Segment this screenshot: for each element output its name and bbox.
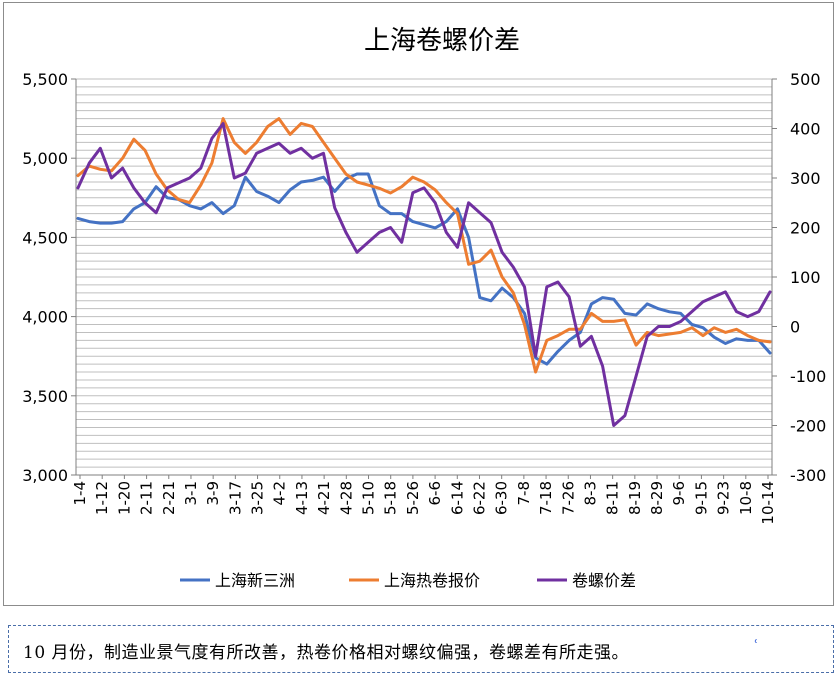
x-tick-label: 1-4	[71, 481, 89, 506]
y2-tick-label: 400	[790, 120, 821, 139]
x-tick-label: 8-29	[648, 481, 666, 515]
x-tick-label: 7-18	[537, 481, 555, 515]
x-tick-label: 10-14	[759, 481, 777, 525]
x-tick-label: 7-8	[515, 481, 533, 506]
grid-lines	[76, 78, 772, 476]
x-tick-label: 3-1	[182, 481, 200, 506]
x-tick-label: 1-12	[93, 481, 111, 515]
x-tick-label: 5-10	[360, 481, 378, 515]
y2-tick-label: -300	[790, 466, 826, 485]
x-tick-label: 10-8	[737, 481, 755, 515]
x-tick-label: 2-21	[160, 481, 178, 515]
x-tick-label: 8-11	[604, 481, 622, 515]
x-tick-label: 3-17	[226, 481, 244, 515]
legend-label-hot-coil: 上海热卷报价	[384, 571, 480, 590]
chart-frame: 上海卷螺价差 3,000 3,500 4,000 4,500 5,000 5,500 -30…	[3, 2, 834, 606]
x-tick-label: 9-23	[715, 481, 733, 515]
chart-title: 上海卷螺价差	[364, 26, 520, 56]
x-tick-label: 2-11	[138, 481, 156, 515]
x-tick-label: 8-19	[626, 481, 644, 515]
x-tick-label: 4-13	[293, 481, 311, 515]
series-line-2	[76, 122, 772, 427]
y2-tick-label: 300	[790, 169, 821, 188]
x-tick-label: 6-22	[470, 481, 488, 515]
series-line-1	[76, 117, 772, 374]
y-tick-label: 5,000	[22, 149, 68, 168]
x-tick-label: 1-20	[115, 481, 133, 515]
y2-tick-label: 0	[790, 318, 800, 337]
x-tick-label: 5-26	[404, 481, 422, 515]
y2-tick-label: 100	[790, 268, 821, 287]
x-tick-label: 4-28	[337, 481, 355, 515]
y-tick-label: 4,000	[22, 308, 68, 327]
y-tick-label: 5,500	[22, 70, 68, 89]
axes: 3,000 3,500 4,000 4,500 5,000 5,500 -300 -200 -1…	[22, 70, 826, 525]
x-tick-label: 3-25	[249, 481, 267, 515]
text-cursor-mark: ʿ	[754, 638, 759, 654]
y2-tick-label: 500	[790, 70, 821, 89]
series-lines	[76, 117, 772, 427]
legend: 上海新三洲 上海热卷报价 卷螺价差	[180, 571, 636, 590]
x-tick-label: 3-9	[204, 481, 222, 506]
y2-tick-label: -100	[790, 367, 826, 386]
y-tick-label: 3,500	[22, 387, 68, 406]
spread-line-chart: 上海卷螺价差 3,000 3,500 4,000 4,500 5,000 5,500 -30…	[22, 26, 826, 590]
y2-tick-label: 200	[790, 219, 821, 238]
legend-label-xinsanzhou: 上海新三洲	[215, 571, 295, 590]
y-tick-label: 3,000	[22, 466, 68, 485]
caption-text: 10 月份，制造业景气度有所改善，热卷价格相对螺纹偏强，卷螺差有所走强。	[23, 643, 630, 663]
x-tick-label: 9-15	[692, 481, 710, 515]
x-tick-label: 5-18	[382, 481, 400, 515]
x-tick-label: 7-26	[559, 481, 577, 515]
x-tick-label: 8-3	[581, 481, 599, 506]
x-tick-label: 9-6	[670, 481, 688, 506]
series-line-0	[76, 172, 772, 366]
y2-tick-label: -200	[790, 417, 826, 436]
caption-box: 10 月份，制造业景气度有所改善，热卷价格相对螺纹偏强，卷螺差有所走强。 ʿ	[8, 625, 834, 673]
x-tick-label: 6-14	[448, 481, 466, 515]
legend-label-spread: 卷螺价差	[572, 571, 636, 590]
y-tick-label: 4,500	[22, 228, 68, 247]
x-tick-label: 4-2	[271, 481, 289, 506]
x-tick-label: 6-6	[426, 481, 444, 506]
x-tick-label: 4-21	[315, 481, 333, 515]
x-tick-label: 6-30	[493, 481, 511, 515]
